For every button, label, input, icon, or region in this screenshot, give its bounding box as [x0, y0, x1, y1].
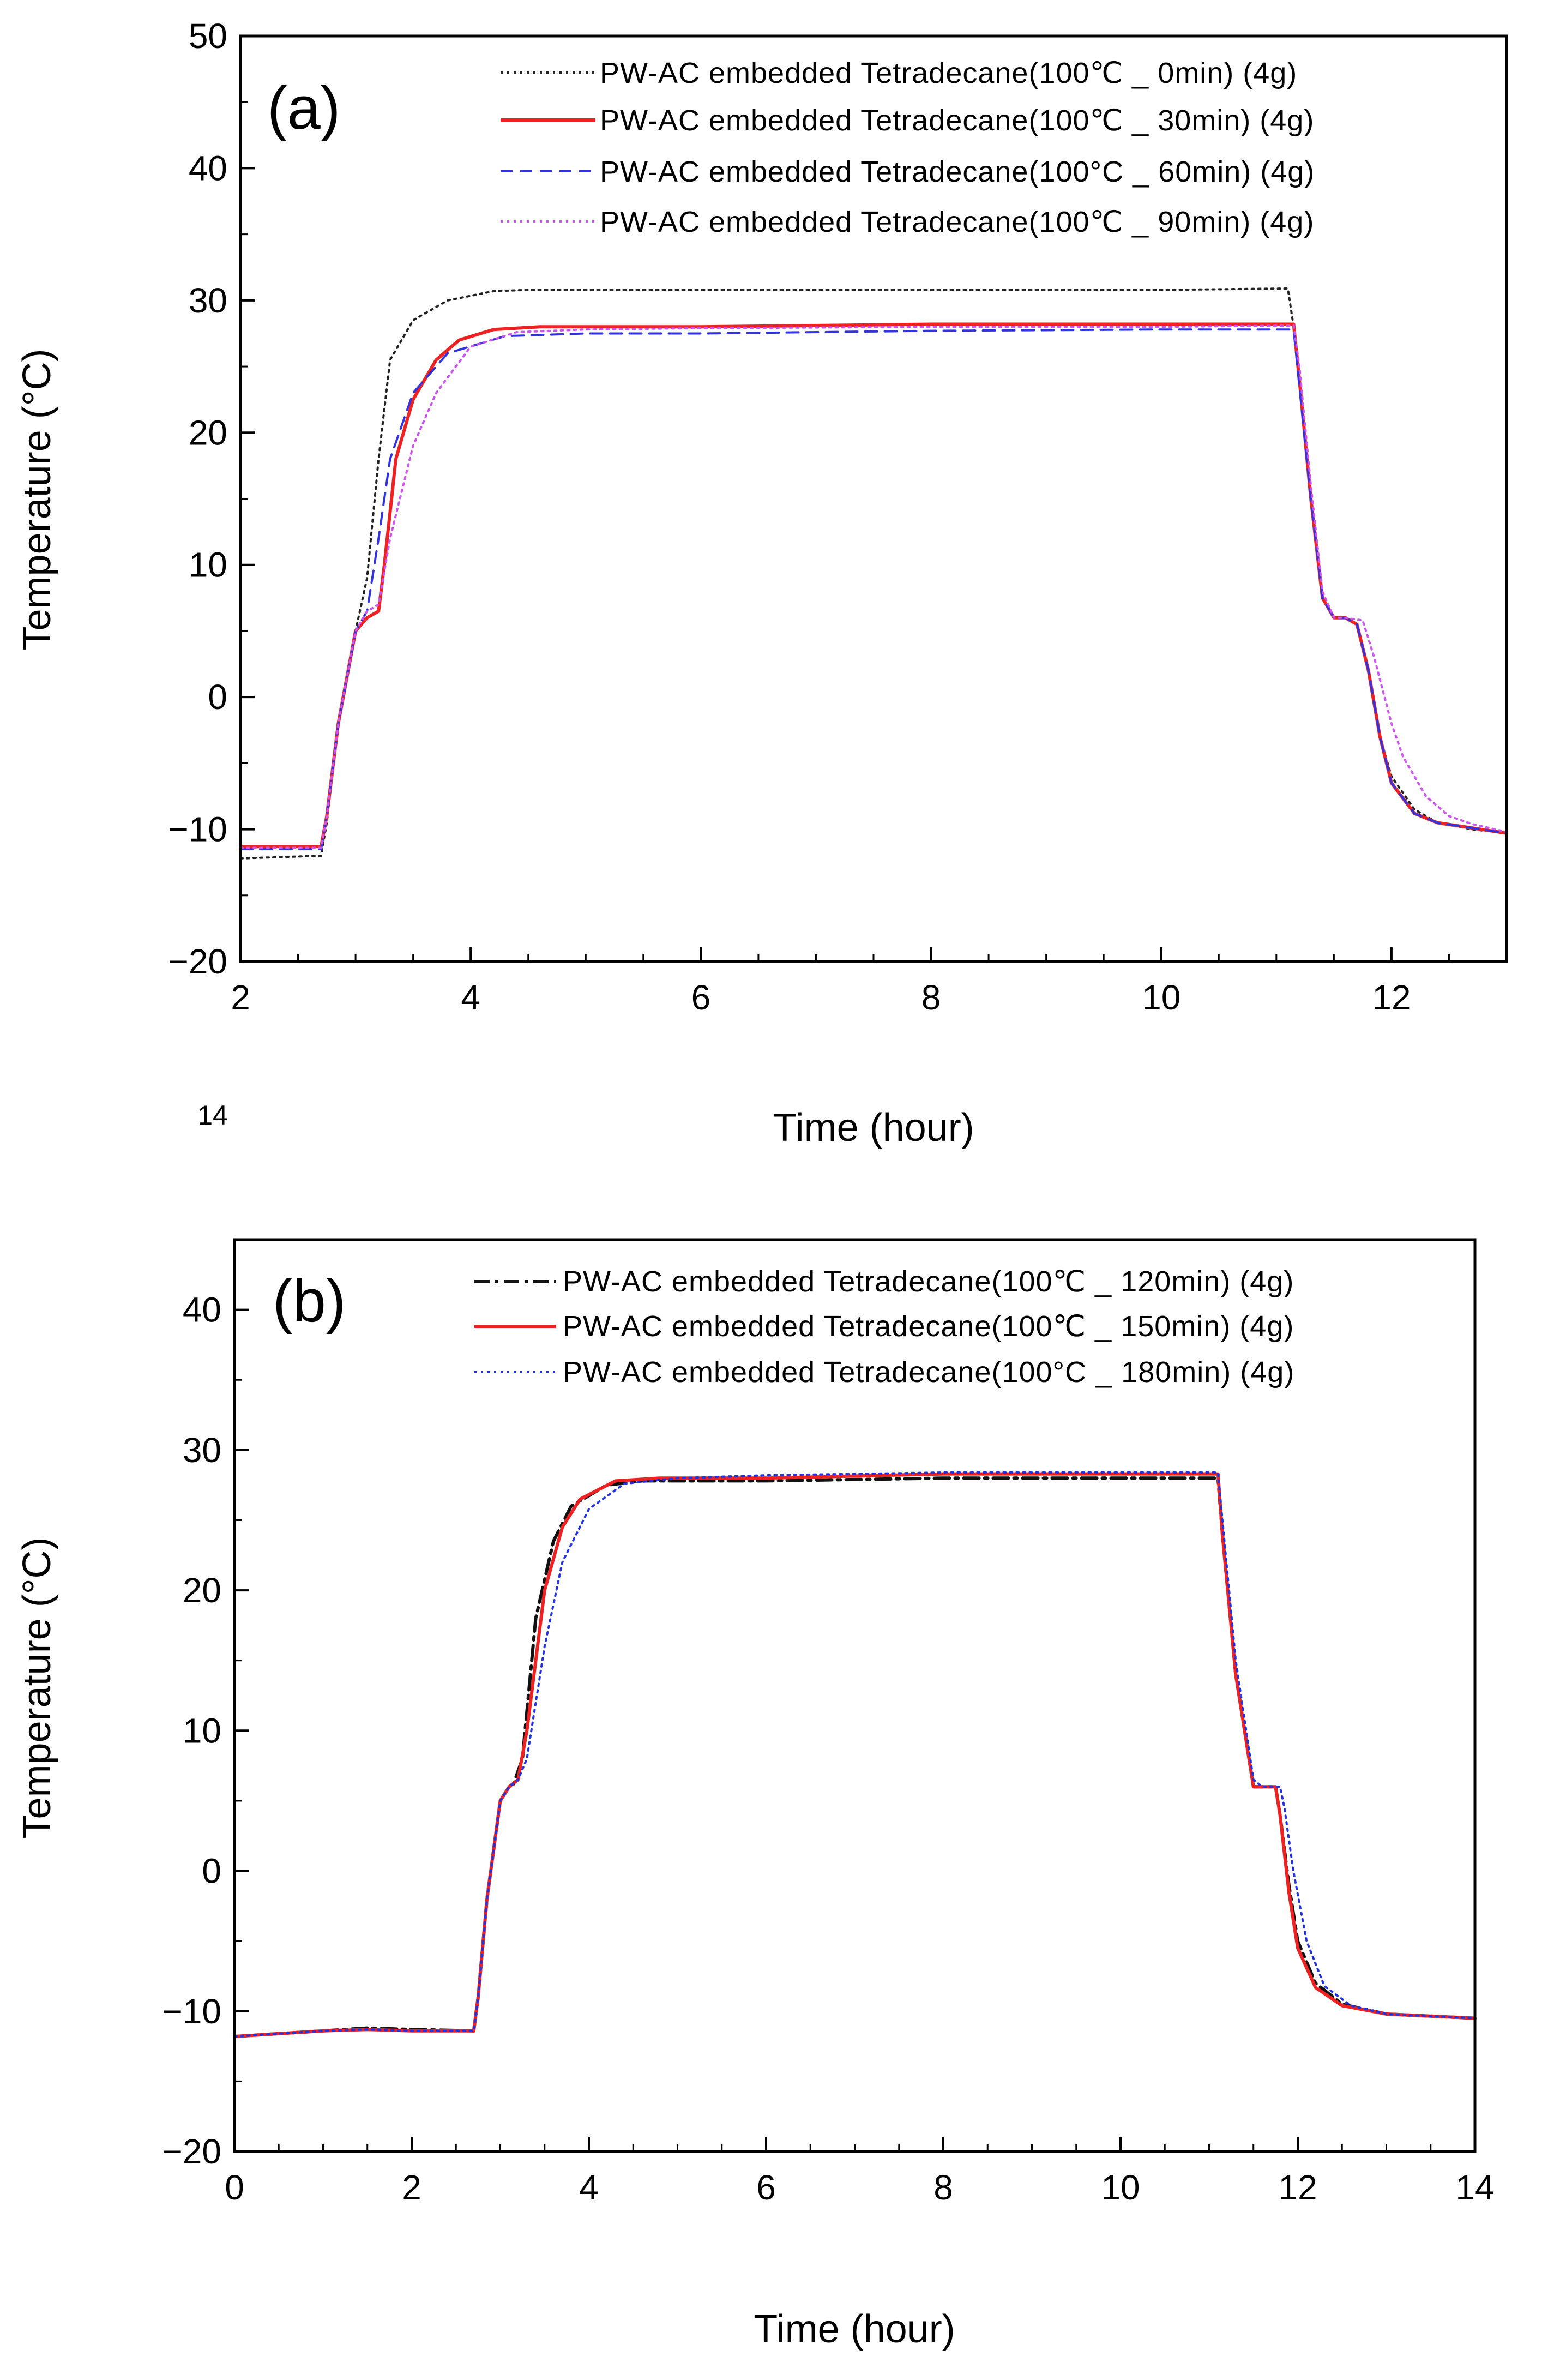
x-tick-label-a: 6 — [691, 978, 711, 1017]
x-tick-label-b: 10 — [1101, 2168, 1140, 2207]
y-tick-label-b: 40 — [183, 1290, 221, 1330]
y-tick-label-b: 10 — [183, 1711, 221, 1750]
x-tick-label-a: 8 — [921, 978, 941, 1017]
plot-frame-b — [233, 1238, 1477, 2153]
y-tick-label-a: 30 — [189, 281, 227, 320]
y-tick-label-a: −10 — [168, 810, 227, 849]
y-tick-label-a: 20 — [189, 413, 227, 452]
x-tick-label-b: 6 — [756, 2168, 776, 2207]
plot-frame-a — [239, 34, 1508, 963]
y-tick-label-a: −20 — [168, 942, 227, 981]
panel-label-b: (b) — [273, 1267, 346, 1335]
legend-label-b-120min: PW-AC embedded Tetradecane(100℃ _ 120min… — [563, 1265, 1294, 1298]
y-tick-label-a: 10 — [189, 545, 227, 585]
ticks-b: 0 2 4 6 8 10 12 14 −20 −10 0 10 20 30 40 — [162, 1239, 1495, 2207]
x-tick-label-b: 8 — [933, 2168, 953, 2207]
y-axis-title-b: Temperature (°C) — [15, 1537, 59, 1839]
x-tick-label-a: 12 — [1372, 978, 1411, 1017]
y-tick-label-b: 30 — [183, 1431, 221, 1470]
x-tick-label-b: 12 — [1278, 2168, 1317, 2207]
x-axis-title-b: Time (hour) — [754, 2307, 955, 2351]
legend-label-a-0min: PW-AC embedded Tetradecane(100℃ _ 0min) … — [600, 57, 1297, 89]
legend-b: PW-AC embedded Tetradecane(100℃ _ 120min… — [474, 1265, 1294, 1389]
y-tick-label-a: 50 — [189, 16, 227, 56]
stray-tick-label-a: 14 — [197, 1100, 228, 1131]
x-tick-label-a: 4 — [461, 978, 480, 1017]
y-tick-label-a: 0 — [208, 677, 227, 717]
panel-b: 0 2 4 6 8 10 12 14 −20 −10 0 10 20 30 40 (b) Time (hou… — [15, 1238, 1495, 2351]
legend-a: PW-AC embedded Tetradecane(100℃ _ 0min) … — [501, 57, 1315, 238]
x-axis-title-a: Time (hour) — [773, 1106, 974, 1150]
y-tick-label-b: 0 — [202, 1852, 221, 1891]
panel-a: 2 4 6 8 10 12 −20 −10 0 10 20 30 40 50 (a) Time (hour… — [15, 16, 1508, 1150]
series-line-b-180min — [233, 1471, 1476, 2038]
legend-label-a-90min: PW-AC embedded Tetradecane(100℃ _ 90min)… — [600, 206, 1314, 238]
legend-label-b-150min: PW-AC embedded Tetradecane(100℃ _ 150min… — [563, 1310, 1294, 1343]
plot-area-a — [239, 287, 1508, 860]
y-tick-label-b: 20 — [183, 1571, 221, 1610]
x-tick-label-b: 14 — [1455, 2168, 1494, 2207]
legend-label-b-180min: PW-AC embedded Tetradecane(100°C _ 180mi… — [563, 1356, 1294, 1389]
x-tick-label-b: 0 — [225, 2168, 244, 2207]
x-tick-label-a: 10 — [1142, 978, 1180, 1017]
legend-label-a-60min: PW-AC embedded Tetradecane(100°C _ 60min… — [600, 155, 1315, 188]
panel-label-a: (a) — [267, 75, 340, 142]
series-line-a-30min — [239, 322, 1508, 849]
ticks-a: 2 4 6 8 10 12 −20 −10 0 10 20 30 40 50 — [168, 16, 1508, 1017]
x-tick-label-b: 2 — [402, 2168, 421, 2207]
x-tick-label-b: 4 — [579, 2168, 599, 2207]
y-tick-label-b: −10 — [162, 1992, 221, 2031]
y-tick-label-b: −20 — [162, 2132, 221, 2171]
plot-area-b — [233, 1471, 1477, 2039]
series-line-a-90min — [239, 324, 1508, 849]
legend-label-a-30min: PW-AC embedded Tetradecane(100℃ _ 30min)… — [600, 104, 1314, 137]
y-axis-title-a: Temperature (°C) — [15, 349, 59, 651]
y-tick-label-a: 40 — [189, 148, 227, 188]
x-tick-label-a: 2 — [231, 978, 250, 1017]
